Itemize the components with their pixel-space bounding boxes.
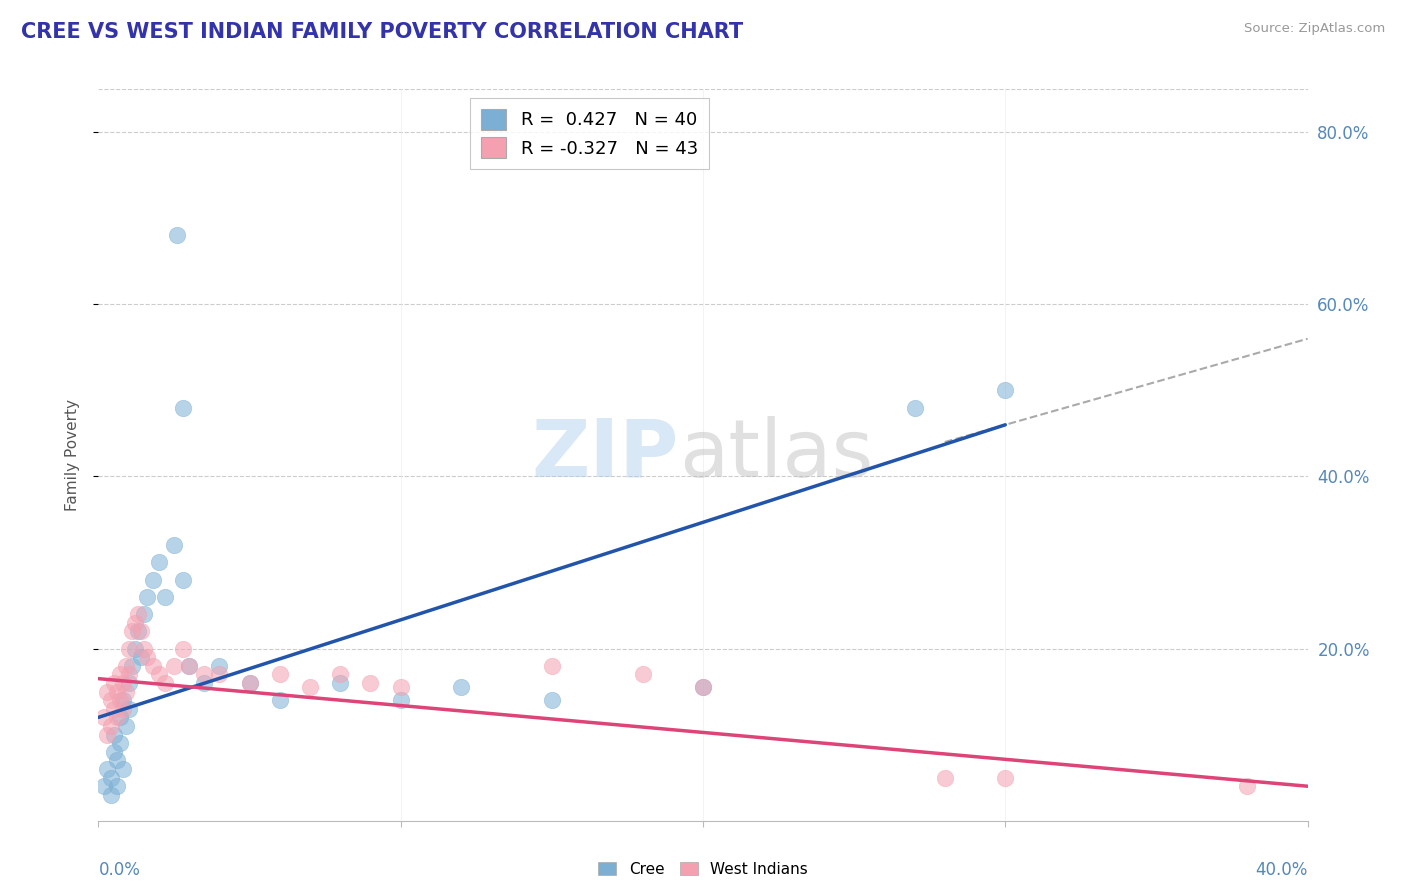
Text: 0.0%: 0.0% [98, 861, 141, 879]
Text: Source: ZipAtlas.com: Source: ZipAtlas.com [1244, 22, 1385, 36]
Point [121, 658, 143, 673]
Point [103, 702, 125, 716]
Point [179, 658, 201, 673]
Point [111, 702, 134, 716]
Point [163, 538, 186, 552]
Point [105, 684, 128, 698]
Text: atlas: atlas [679, 416, 873, 494]
Point [124, 615, 146, 630]
Point [1236, 779, 1258, 793]
Point [360, 676, 382, 690]
Point [994, 771, 1017, 785]
Point [299, 680, 322, 694]
Point [904, 401, 927, 415]
Point [163, 658, 186, 673]
Point [129, 650, 152, 665]
Point [96, 728, 118, 742]
Point [108, 667, 131, 681]
Point [208, 667, 231, 681]
Point [100, 771, 122, 785]
Point [103, 745, 125, 759]
Point [108, 693, 131, 707]
Point [135, 650, 157, 665]
Point [208, 658, 231, 673]
Point [129, 624, 152, 639]
Point [105, 753, 128, 767]
Point [127, 624, 149, 639]
Point [124, 641, 146, 656]
Point [135, 590, 157, 604]
Point [142, 573, 165, 587]
Point [132, 641, 155, 656]
Point [179, 658, 201, 673]
Point [994, 384, 1017, 398]
Y-axis label: Family Poverty: Family Poverty [65, 399, 80, 511]
Point [172, 641, 194, 656]
Point [114, 658, 136, 673]
Point [329, 676, 352, 690]
Point [111, 762, 134, 776]
Point [100, 719, 122, 733]
Point [540, 658, 562, 673]
Point [118, 641, 141, 656]
Point [118, 702, 141, 716]
Point [269, 667, 291, 681]
Point [96, 762, 118, 776]
Point [934, 771, 956, 785]
Point [100, 693, 122, 707]
Point [389, 680, 412, 694]
Point [132, 607, 155, 621]
Point [93, 779, 115, 793]
Point [103, 676, 125, 690]
Point [100, 788, 122, 802]
Point [114, 719, 136, 733]
Point [105, 779, 128, 793]
Legend: R =  0.427   N = 40, R = -0.327   N = 43: R = 0.427 N = 40, R = -0.327 N = 43 [470, 98, 709, 169]
Point [121, 624, 143, 639]
Point [239, 676, 262, 690]
Point [153, 676, 176, 690]
Point [166, 228, 188, 243]
Point [172, 573, 194, 587]
Point [153, 590, 176, 604]
Point [96, 684, 118, 698]
Point [103, 728, 125, 742]
Point [329, 667, 352, 681]
Point [118, 676, 141, 690]
Point [193, 676, 215, 690]
Text: CREE VS WEST INDIAN FAMILY POVERTY CORRELATION CHART: CREE VS WEST INDIAN FAMILY POVERTY CORRE… [21, 22, 744, 42]
Legend: Cree, West Indians: Cree, West Indians [591, 854, 815, 884]
Text: ZIP: ZIP [531, 416, 679, 494]
Point [692, 680, 714, 694]
Point [148, 667, 170, 681]
Point [239, 676, 262, 690]
Point [111, 676, 134, 690]
Point [172, 401, 194, 415]
Point [93, 710, 115, 724]
Point [389, 693, 412, 707]
Point [269, 693, 291, 707]
Point [692, 680, 714, 694]
Point [118, 667, 141, 681]
Point [148, 556, 170, 570]
Point [540, 693, 562, 707]
Point [108, 710, 131, 724]
Point [111, 693, 134, 707]
Point [114, 684, 136, 698]
Point [450, 680, 472, 694]
Point [142, 658, 165, 673]
Point [193, 667, 215, 681]
Text: 40.0%: 40.0% [1256, 861, 1308, 879]
Point [108, 736, 131, 750]
Point [631, 667, 654, 681]
Point [127, 607, 149, 621]
Point [105, 710, 128, 724]
